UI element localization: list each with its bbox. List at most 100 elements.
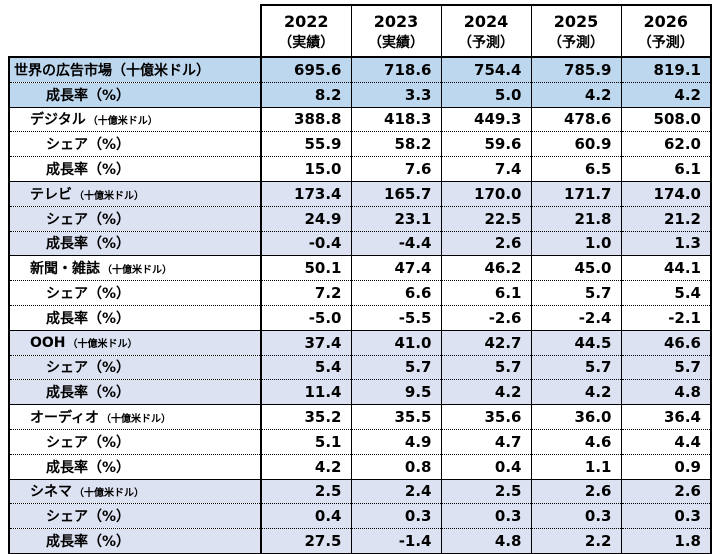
value-cell: 2.6: [620, 478, 712, 504]
value-cell: 2.2: [530, 528, 621, 554]
year-header-cell: 2023 （実績）: [350, 4, 442, 58]
value-cell: 7.4: [440, 156, 531, 182]
table-row: シェア（%） 55.9 58.2 59.6 60.9 62.0: [8, 131, 712, 157]
value-cell: 62.0: [620, 131, 712, 157]
value-cell: 388.8: [260, 106, 351, 132]
table-row: シェア（%） 0.4 0.3 0.3 0.3 0.3: [8, 503, 712, 529]
value-cell: 7.2: [260, 280, 351, 306]
value-cell: 5.7: [350, 354, 441, 380]
row-label: シェア（%）: [46, 137, 131, 154]
row-label: 成長率（%）: [46, 385, 131, 402]
value-cell: 37.4: [260, 329, 351, 356]
table-row: 成長率（%） 11.4 9.5 4.2 4.2 4.8: [8, 379, 712, 405]
value-cell: 42.7: [440, 329, 531, 356]
value-cell: 0.3: [350, 503, 441, 529]
table-row: 成長率（%） 15.0 7.6 7.4 6.5 6.1: [8, 156, 712, 182]
value-cell: 36.0: [530, 404, 621, 430]
value-cell: 4.2: [530, 81, 621, 108]
row-label: オーディオ: [30, 410, 100, 427]
table-row: デジタル （十億米ドル） 388.8 418.3 449.3 478.6 508.…: [8, 106, 712, 132]
table-row: 成長率（%） 4.2 0.8 0.4 1.1 0.9: [8, 453, 712, 480]
value-cell: 5.7: [530, 280, 621, 306]
row-label-cell: 世界の広告市場（十億米ドル）: [8, 57, 262, 83]
year-note-label: （予測）: [458, 34, 514, 51]
value-cell: 3.3: [350, 81, 441, 108]
value-cell: 2.5: [440, 478, 531, 504]
row-label-cell: 成長率（%）: [8, 379, 262, 405]
table-row: オーディオ （十億米ドル） 35.2 35.5 35.6 36.0 36.4: [8, 404, 712, 430]
value-cell: -5.0: [260, 304, 351, 331]
row-label-cell: 成長率（%）: [8, 453, 262, 480]
value-cell: 7.6: [350, 156, 441, 182]
value-cell: 4.8: [620, 379, 712, 405]
table-row: 成長率（%） 8.2 3.3 5.0 4.2 4.2: [8, 81, 712, 108]
value-cell: 8.2: [260, 81, 351, 108]
value-cell: -5.5: [350, 304, 441, 331]
value-cell: 4.8: [440, 528, 531, 554]
table-row: シェア（%） 24.9 23.1 22.5 21.8 21.2: [8, 205, 712, 232]
year-header-cell: 2022 （実績）: [260, 4, 352, 58]
value-cell: 478.6: [530, 106, 621, 132]
row-unit-label: （十億米ドル）: [87, 116, 158, 128]
value-cell: 4.2: [260, 453, 351, 480]
value-cell: 449.3: [440, 106, 531, 132]
value-cell: -2.1: [620, 304, 712, 331]
row-label-cell: 新聞・雑誌 （十億米ドル）: [8, 255, 262, 281]
row-label: シェア（%）: [46, 509, 131, 526]
value-cell: 0.4: [440, 453, 531, 480]
table-header-row: 2022 （実績） 2023 （実績） 2024 （予測） 2025 （予測） …: [9, 4, 712, 58]
value-cell: 170.0: [440, 180, 531, 207]
year-note-label: （実績）: [368, 34, 424, 51]
year-label: 2025: [553, 12, 599, 32]
year-header-cell: 2024 （予測）: [440, 4, 532, 58]
row-label: 世界の広告市場: [14, 62, 112, 79]
row-label-cell: テレビ （十億米ドル）: [8, 180, 262, 207]
value-cell: 4.2: [530, 379, 621, 405]
table-row: テレビ （十億米ドル） 173.4 165.7 170.0 171.7 174.0: [8, 180, 712, 207]
value-cell: -2.6: [440, 304, 531, 331]
value-cell: 15.0: [260, 156, 351, 182]
row-label: OOH: [30, 334, 66, 351]
value-cell: 4.9: [350, 428, 441, 455]
row-label: シェア（%）: [46, 286, 131, 303]
value-cell: 718.6: [350, 57, 441, 83]
row-label-cell: シネマ （十億米ドル）: [8, 478, 262, 504]
row-label-cell: シェア（%）: [8, 205, 262, 232]
value-cell: -2.4: [530, 304, 621, 331]
row-label: 新聞・雑誌: [30, 261, 100, 278]
value-cell: -0.4: [260, 230, 351, 256]
value-cell: 59.6: [440, 131, 531, 157]
value-cell: 5.7: [620, 354, 712, 380]
value-cell: 5.1: [260, 428, 351, 455]
year-label: 2023: [373, 12, 419, 32]
value-cell: -1.4: [350, 528, 441, 554]
value-cell: 165.7: [350, 180, 441, 207]
row-label: 成長率（%）: [46, 236, 131, 253]
year-note-label: （予測）: [637, 34, 694, 51]
value-cell: 785.9: [530, 57, 621, 83]
value-cell: 6.1: [620, 156, 712, 182]
value-cell: -4.4: [350, 230, 441, 256]
value-cell: 5.7: [530, 354, 621, 380]
value-cell: 4.2: [440, 379, 531, 405]
row-label-cell: オーディオ （十億米ドル）: [8, 404, 262, 430]
row-label: 成長率（%）: [46, 459, 131, 476]
row-unit-label: （十億米ドル）: [112, 62, 210, 79]
row-label: 成長率（%）: [46, 310, 131, 327]
value-cell: 46.6: [620, 329, 712, 356]
row-label: テレビ: [30, 186, 72, 203]
year-label: 2024: [463, 12, 509, 32]
value-cell: 1.8: [620, 528, 712, 554]
value-cell: 47.4: [350, 255, 441, 281]
row-label: シェア（%）: [46, 434, 131, 451]
table-row: シネマ （十億米ドル） 2.5 2.4 2.5 2.6 2.6: [8, 478, 712, 504]
row-label: デジタル: [30, 112, 86, 129]
row-unit-label: （十億米ドル）: [102, 265, 172, 277]
table-body: 世界の広告市場（十億米ドル） 695.6 718.6 754.4 785.9 8…: [8, 57, 712, 554]
row-label-cell: シェア（%）: [8, 280, 262, 306]
value-cell: 171.7: [530, 180, 621, 207]
year-label: 2026: [643, 12, 689, 32]
value-cell: 46.2: [440, 255, 531, 281]
table-row: 成長率（%） -0.4 -4.4 2.6 1.0 1.3: [8, 230, 712, 256]
